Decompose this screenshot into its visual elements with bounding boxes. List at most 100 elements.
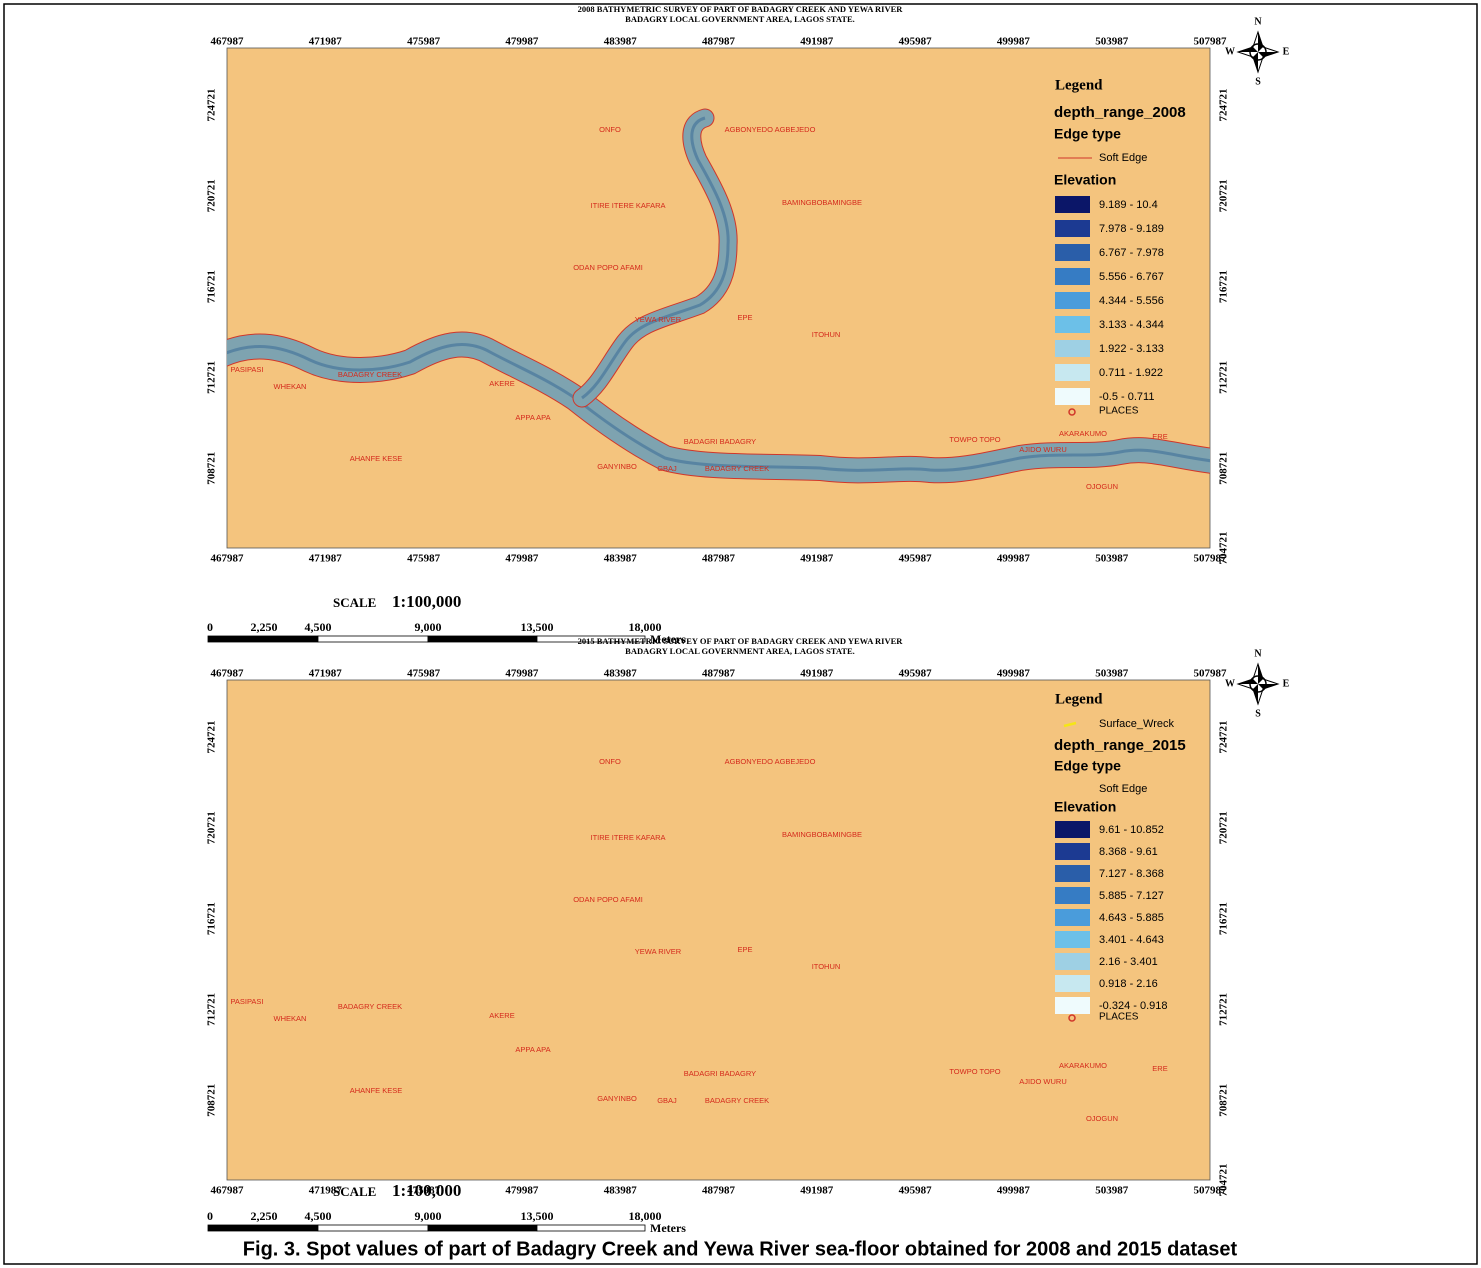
y-tick-label-right: 716721 — [1218, 270, 1230, 303]
place-label: ITIRE ITERE KAFARA — [590, 833, 665, 842]
x-tick-label-bottom: 471987 — [309, 553, 343, 565]
scale-unit: Meters — [650, 1221, 686, 1235]
legend-swatch — [1055, 953, 1090, 970]
scale-bar-segment — [536, 635, 646, 643]
legend-class-label: 1.922 - 3.133 — [1099, 343, 1164, 355]
x-tick-label-bottom: 499987 — [997, 553, 1031, 565]
scale-tick-label: 13,500 — [521, 620, 554, 634]
x-tick-label-bottom: 467987 — [211, 1185, 245, 1197]
y-tick-label-right: 724721 — [1218, 89, 1230, 122]
place-label: GANYINBO — [597, 1094, 637, 1103]
legend-title: Legend — [1055, 691, 1103, 707]
y-tick-label-left: 716721 — [206, 902, 218, 935]
map-title: BADAGRY LOCAL GOVERNMENT AREA, LAGOS STA… — [625, 646, 855, 656]
place-label: TOWPO TOPO — [949, 435, 1000, 444]
x-tick-label-top: 507987 — [1194, 668, 1228, 680]
place-label: OJOGUN — [1086, 1114, 1118, 1123]
x-tick-label-top: 503987 — [1095, 668, 1129, 680]
x-tick-label-top: 495987 — [899, 36, 933, 48]
legend-place-symbol — [1068, 1014, 1076, 1022]
scale-bar-segment — [317, 635, 429, 643]
x-tick-label-bottom: 487987 — [702, 1185, 736, 1197]
scale-unit: Meters — [650, 632, 686, 646]
place-label: AGBONYEDO AGBEJEDO — [725, 757, 816, 766]
place-label: AGBONYEDO AGBEJEDO — [725, 125, 816, 134]
place-label: WHEKAN — [274, 1014, 307, 1023]
legend-layer: depth_range_2008 — [1054, 104, 1186, 121]
x-tick-label-bottom: 471987 — [309, 1185, 343, 1197]
compass-w: W — [1225, 46, 1235, 57]
x-tick-label-bottom: 483987 — [604, 1185, 638, 1197]
place-label: BAMINGBOBAMINGBE — [782, 198, 862, 207]
y-tick-label-right: 704721 — [1218, 532, 1230, 565]
place-label: YEWA RIVER — [635, 315, 682, 324]
x-tick-label-bottom: 467987 — [211, 553, 245, 565]
place-label: ITOHUN — [812, 962, 841, 971]
legend-swatch — [1055, 340, 1090, 357]
place-label: AHANFE KESE — [350, 454, 403, 463]
legend-places-label: PLACES — [1099, 406, 1139, 417]
x-tick-label-top: 487987 — [702, 36, 736, 48]
x-tick-label-top: 479987 — [505, 36, 539, 48]
y-tick-label-left: 708721 — [206, 452, 218, 485]
scale-bar-segment — [427, 635, 538, 643]
legend-swatch — [1055, 843, 1090, 860]
legend-swatch — [1055, 388, 1090, 405]
legend-swatch — [1055, 865, 1090, 882]
scale-tick-label: 2,250 — [251, 620, 278, 634]
scale-tick-label: 18,000 — [629, 620, 662, 634]
river-channel — [227, 343, 1210, 472]
x-tick-label-top: 499987 — [997, 668, 1031, 680]
compass-n: N — [1254, 16, 1262, 27]
legend-class-label: 4.344 - 5.556 — [1099, 295, 1164, 307]
compass-ring — [1249, 43, 1267, 61]
place-label: AJIDO WURU — [1019, 445, 1067, 454]
y-tick-label-right: 712721 — [1218, 993, 1230, 1026]
scale-bar-segment — [317, 1224, 429, 1232]
scale-tick-label: 0 — [207, 1209, 213, 1223]
place-label: PASIPASI — [230, 997, 263, 1006]
legend-swatch — [1055, 887, 1090, 904]
place-label: BADAGRI BADAGRY — [684, 1069, 756, 1078]
legend-class-label: -0.5 - 0.711 — [1099, 391, 1154, 403]
x-tick-label-top: 471987 — [309, 668, 343, 680]
x-tick-label-top: 487987 — [702, 668, 736, 680]
scale-tick-label: 2,250 — [251, 1209, 278, 1223]
x-tick-label-bottom: 503987 — [1095, 553, 1129, 565]
legend-layer: depth_range_2015 — [1054, 737, 1186, 754]
place-label: APPA APA — [515, 1045, 550, 1054]
y-tick-label-left: 712721 — [206, 993, 218, 1026]
x-tick-label-top: 467987 — [211, 36, 245, 48]
x-tick-label-bottom: 503987 — [1095, 1185, 1129, 1197]
legend-class-label: 9.61 - 10.852 — [1099, 824, 1164, 836]
legend-swatch — [1055, 821, 1090, 838]
x-tick-label-top: 471987 — [309, 36, 343, 48]
place-label: APPA APA — [515, 413, 550, 422]
scale-tick-label: 13,500 — [521, 1209, 554, 1223]
legend-class-label: 5.885 - 7.127 — [1099, 890, 1164, 902]
x-tick-label-bottom: 499987 — [997, 1185, 1031, 1197]
x-tick-label-bottom: 475987 — [407, 1185, 441, 1197]
legend-swatch — [1055, 364, 1090, 381]
x-tick-label-top: 479987 — [505, 668, 539, 680]
legend-swatch — [1055, 931, 1090, 948]
scale-word: SCALE — [333, 595, 376, 610]
legend-class-label: 0.918 - 2.16 — [1099, 978, 1158, 990]
x-tick-label-top: 483987 — [604, 36, 638, 48]
x-tick-label-bottom: 475987 — [407, 553, 441, 565]
x-tick-label-top: 507987 — [1194, 36, 1228, 48]
legend-elevation-heading: Elevation — [1054, 799, 1116, 815]
map-panel: 2015 BATHYMETRIC SURVEY OF PART OF BADAG… — [206, 636, 1290, 1235]
x-tick-label-bottom: 479987 — [505, 1185, 539, 1197]
x-tick-label-bottom: 487987 — [702, 553, 736, 565]
x-tick-label-top: 483987 — [604, 668, 638, 680]
place-label: PASIPASI — [230, 365, 263, 374]
scale-word: SCALE — [333, 1184, 376, 1199]
x-tick-label-top: 503987 — [1095, 36, 1129, 48]
scale-tick-label: 18,000 — [629, 1209, 662, 1223]
legend-swatch — [1055, 196, 1090, 213]
x-tick-label-bottom: 491987 — [800, 1185, 834, 1197]
compass-e: E — [1283, 678, 1290, 689]
y-tick-label-right: 720721 — [1218, 179, 1230, 212]
